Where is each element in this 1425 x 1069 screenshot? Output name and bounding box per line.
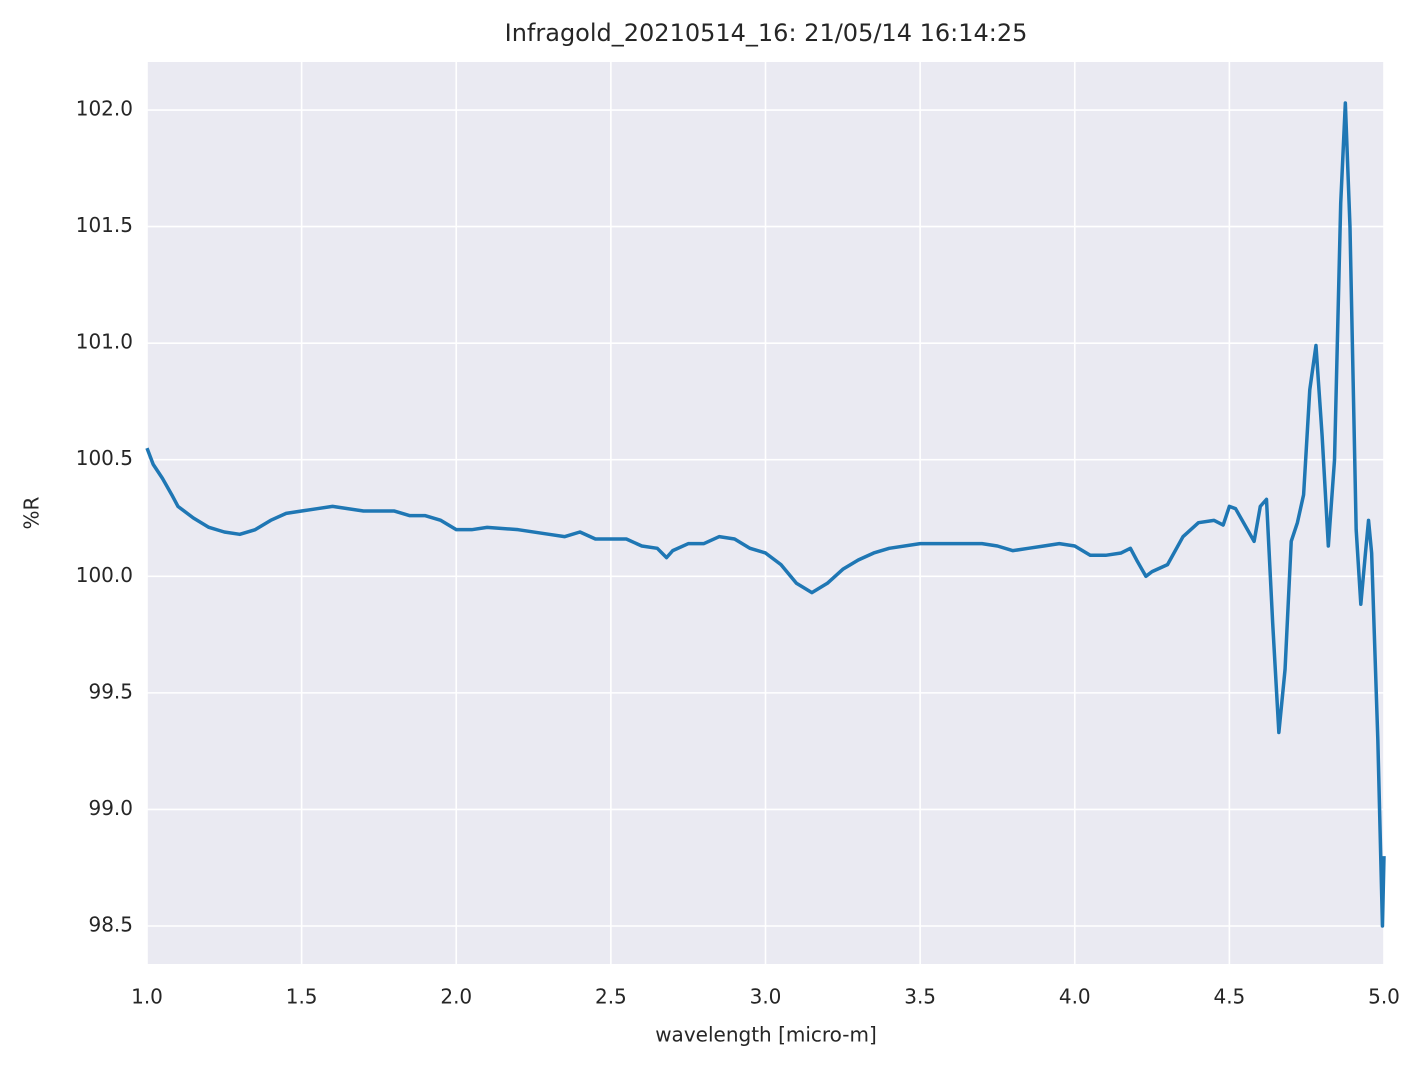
x-tick-label: 1.5	[286, 985, 318, 1009]
y-tick-label: 101.0	[76, 330, 133, 354]
y-tick-label: 100.0	[76, 563, 133, 587]
y-tick-label: 99.5	[88, 679, 133, 703]
y-tick-label: 98.5	[88, 912, 133, 936]
data-line	[145, 101, 1386, 928]
x-axis-label: wavelength [micro-m]	[655, 1023, 877, 1047]
x-tick-label: 2.0	[440, 985, 472, 1009]
y-axis-label: %R	[20, 496, 44, 529]
x-tick-label: 4.5	[1213, 985, 1245, 1009]
x-tick-label: 1.0	[131, 985, 163, 1009]
x-tick-label: 3.0	[750, 985, 782, 1009]
y-tick-label: 101.5	[76, 213, 133, 237]
y-tick-label: 102.0	[76, 97, 133, 121]
x-tick-label: 5.0	[1368, 985, 1400, 1009]
x-tick-label: 4.0	[1059, 985, 1091, 1009]
x-tick-label: 2.5	[595, 985, 627, 1009]
x-tick-label: 3.5	[904, 985, 936, 1009]
y-tick-label: 99.0	[88, 796, 133, 820]
y-tick-label: 100.5	[76, 446, 133, 470]
chart-title: Infragold_20210514_16: 21/05/14 16:14:25	[505, 19, 1028, 47]
